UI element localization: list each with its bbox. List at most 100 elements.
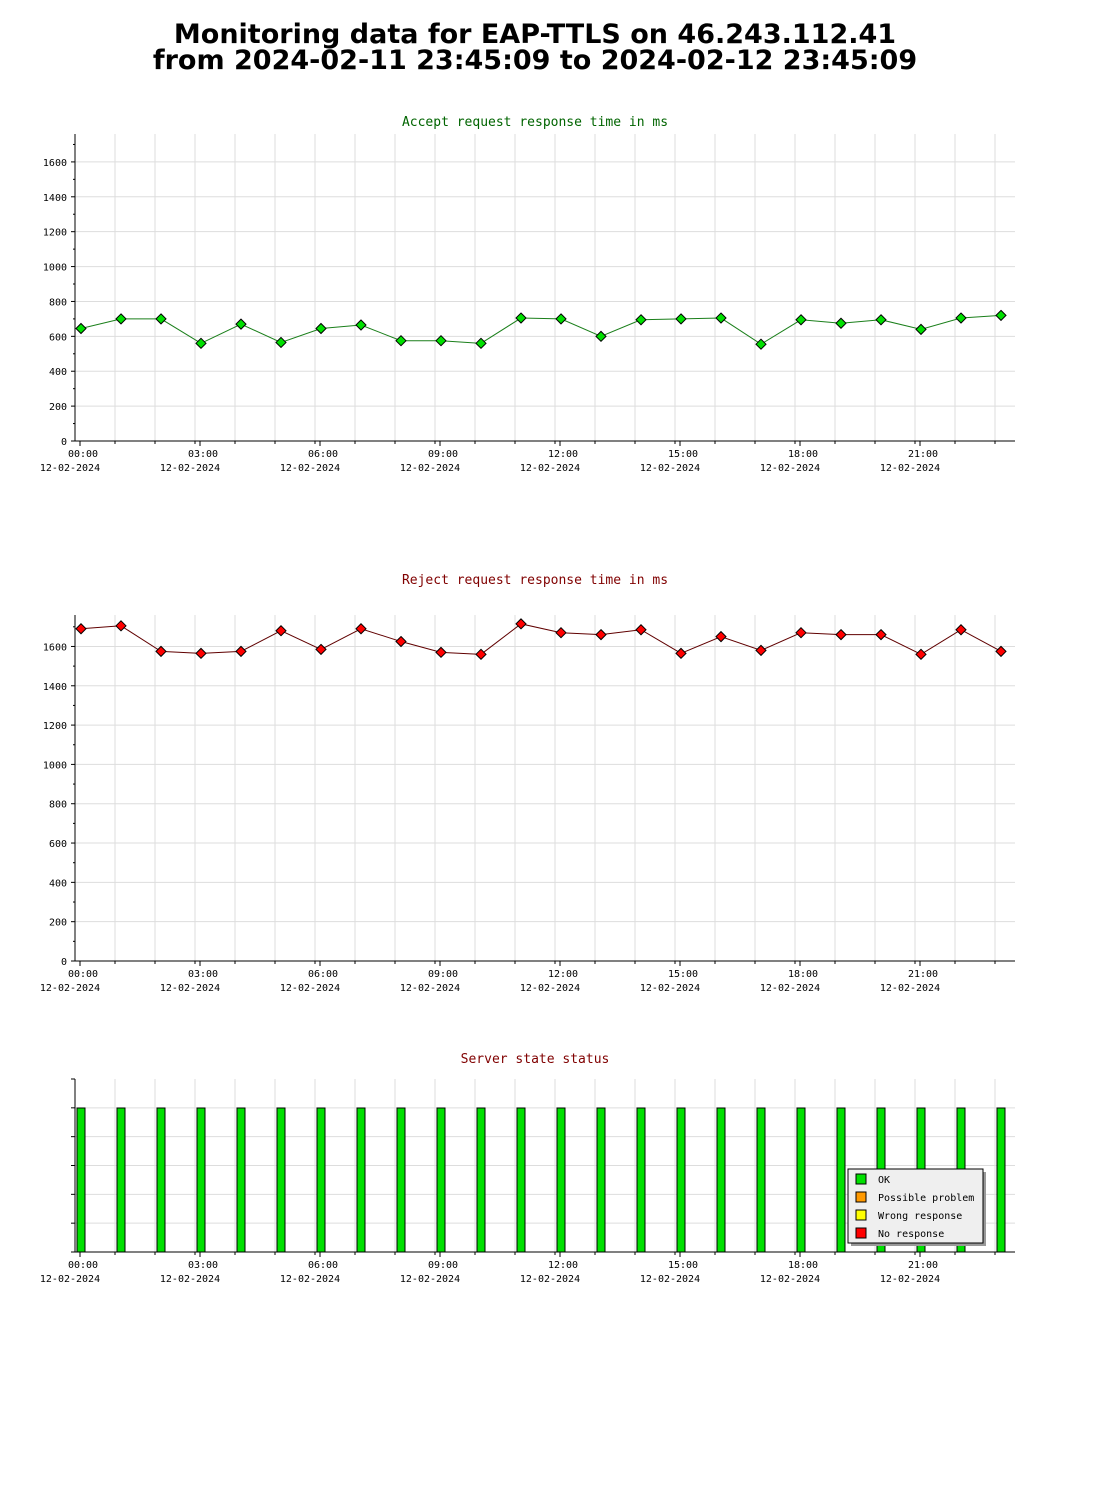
reject-ytick-label: 600 [49,839,67,850]
state-bar [556,1107,566,1253]
reject-tick-time: 12:00 [548,969,578,980]
state-tick-time: 15:00 [668,1260,698,1271]
state-tick-date: 12-02-2024 [760,1274,820,1285]
state-legend-swatch [855,1173,867,1185]
state-bar [156,1107,166,1253]
reject-data-point [955,624,967,636]
reject-ytick-label: 200 [49,918,67,929]
reject-ytick-label: 1400 [43,682,67,693]
accept-data-point [635,314,647,326]
state-bar [636,1107,646,1253]
reject-data-point [915,648,927,661]
reject-tick-date: 12-02-2024 [400,983,460,994]
accept-response-chart: Accept request response time in ms 0 200 40… [40,115,1015,474]
state-bar [716,1107,726,1253]
reject-data-point [75,623,87,635]
accept-data-point [715,312,727,324]
accept-ytick-label: 1000 [43,263,67,274]
accept-data-point [555,313,567,325]
reject-tick-time: 00:00 [68,969,98,980]
accept-data-point [795,314,807,326]
accept-ytick-label: 800 [49,297,67,308]
accept-tick-time: 21:00 [908,449,938,460]
state-bar [76,1107,86,1253]
reject-data-point [555,626,567,639]
accept-data-point [195,337,207,350]
accept-data-point [675,313,687,325]
reject-data-point [795,626,807,639]
reject-tick-time: 18:00 [788,969,818,980]
accept-title: Accept request response time in ms [402,115,668,130]
page-title: Monitoring data for EAP-TTLS on 46.243.1… [0,21,1070,76]
accept-data-point [155,313,167,325]
reject-tick-time: 15:00 [668,969,698,980]
state-bar [116,1107,126,1253]
accept-tick-date: 12-02-2024 [760,463,820,474]
reject-tick-date: 12-02-2024 [160,983,220,994]
reject-data-point [715,630,727,643]
state-bar [276,1107,286,1253]
reject-title: Reject request response time in ms [402,573,668,588]
state-tick-date: 12-02-2024 [640,1274,700,1285]
reject-ytick-label: 0 [61,957,67,968]
state-bar [436,1107,446,1253]
state-tick-date: 12-02-2024 [160,1274,220,1285]
accept-ytick-label: 400 [49,367,67,378]
state-bar [796,1107,806,1253]
reject-tick-date: 12-02-2024 [40,983,100,994]
accept-data-point [875,314,887,326]
accept-data-point [235,318,247,330]
state-legend-label: Wrong response [878,1211,962,1222]
accept-tick-date: 12-02-2024 [880,463,940,474]
state-bar [676,1107,686,1253]
state-legend-label: OK [878,1175,890,1186]
state-tick-time: 21:00 [908,1260,938,1271]
reject-tick-date: 12-02-2024 [640,983,700,994]
state-legend-swatch [855,1191,867,1203]
accept-data-point [755,338,767,350]
reject-data-point [635,624,647,636]
accept-tick-date: 12-02-2024 [640,463,700,474]
accept-series-line [80,314,1002,345]
state-tick-date: 12-02-2024 [280,1274,340,1285]
state-legend-box [847,1168,984,1244]
accept-tick-date: 12-02-2024 [520,463,580,474]
reject-data-point [235,645,247,658]
reject-tick-time: 09:00 [428,969,458,980]
state-bar [596,1107,606,1253]
accept-tick-time: 09:00 [428,449,458,460]
reject-data-point [395,635,407,648]
state-tick-date: 12-02-2024 [400,1274,460,1285]
reject-ytick-label: 400 [49,878,67,889]
accept-ytick-label: 600 [49,332,67,343]
reject-data-point [875,628,887,641]
state-tick-time: 06:00 [308,1260,338,1271]
accept-tick-date: 12-02-2024 [400,463,460,474]
accept-data-point [515,312,527,324]
reject-ytick-label: 1600 [43,642,67,653]
state-bar [476,1107,486,1253]
reject-data-point [515,618,527,630]
accept-data-point [315,322,327,335]
accept-data-point [915,323,927,336]
accept-data-point [115,313,127,325]
state-bar [316,1107,326,1253]
reject-data-point [275,625,287,637]
accept-ytick-label: 1600 [43,158,67,169]
state-tick-time: 18:00 [788,1260,818,1271]
state-legend: OK Possible problem Wrong response No respo… [847,1168,986,1246]
state-bar [356,1107,366,1253]
reject-tick-date: 12-02-2024 [280,983,340,994]
state-bar [236,1107,246,1253]
accept-data-point [355,319,367,331]
state-tick-time: 00:00 [68,1260,98,1271]
reject-data-point [595,628,607,641]
state-tick-date: 12-02-2024 [880,1274,940,1285]
accept-data-point [435,334,447,347]
page-title-line-2: from 2024-02-11 23:45:09 to 2024-02-12 2… [152,45,918,76]
accept-tick-time: 03:00 [188,449,218,460]
accept-ytick-label: 1200 [43,228,67,239]
reject-tick-date: 12-02-2024 [760,983,820,994]
reject-tick-date: 12-02-2024 [880,983,940,994]
